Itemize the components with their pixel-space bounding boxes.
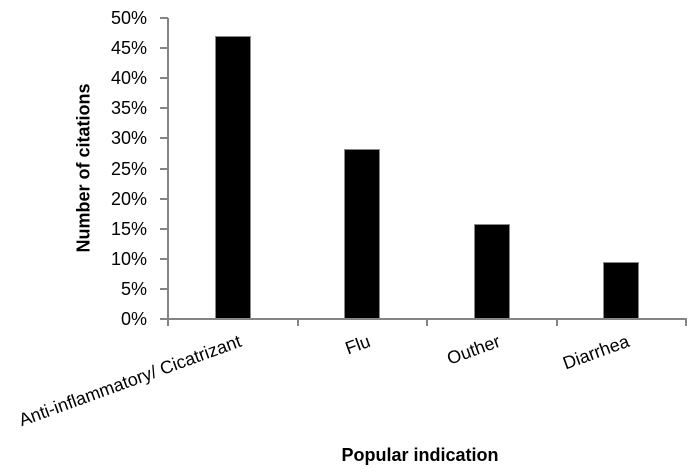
y-tick — [160, 227, 168, 230]
y-tick-label: 5% — [120, 278, 147, 299]
bar-flu — [344, 149, 380, 319]
y-tick — [160, 318, 168, 320]
y-tick-label: 15% — [110, 218, 147, 239]
x-tick — [685, 319, 687, 326]
y-tick-label: 20% — [110, 188, 147, 209]
y-tick-label: 40% — [110, 68, 147, 89]
y-tick — [160, 107, 168, 110]
y-tick — [160, 167, 168, 170]
x-category-label: Diarrhea — [560, 331, 633, 374]
y-tick — [160, 197, 168, 200]
x-category-label: Flu — [342, 331, 374, 359]
y-tick-label: 30% — [110, 128, 147, 149]
x-axis-title: Popular indication — [341, 445, 499, 465]
y-axis-line — [167, 18, 169, 326]
x-tick — [555, 319, 558, 326]
y-tick-label: 50% — [110, 8, 147, 28]
bar-anti-inflammatory-cicatrizant — [215, 36, 251, 319]
x-tick — [296, 319, 299, 326]
x-tick — [167, 319, 169, 326]
y-tick — [160, 17, 168, 19]
y-tick-label: 0% — [120, 309, 147, 329]
x-tick — [426, 319, 428, 326]
y-tick — [160, 77, 168, 80]
x-category-label: Anti-inflammatory/ Cicatrizant — [15, 331, 244, 431]
y-tick — [160, 137, 168, 140]
bar-outher — [474, 224, 510, 319]
bar-diarrhea — [603, 262, 639, 319]
y-tick-label: 10% — [110, 248, 147, 269]
y-tick — [160, 47, 168, 50]
x-category-label: Outher — [444, 331, 503, 369]
y-tick-label: 35% — [110, 98, 147, 119]
y-tick — [160, 257, 168, 260]
y-tick-label: 45% — [110, 38, 147, 59]
y-tick — [160, 287, 168, 290]
y-tick-label: 25% — [110, 158, 147, 179]
